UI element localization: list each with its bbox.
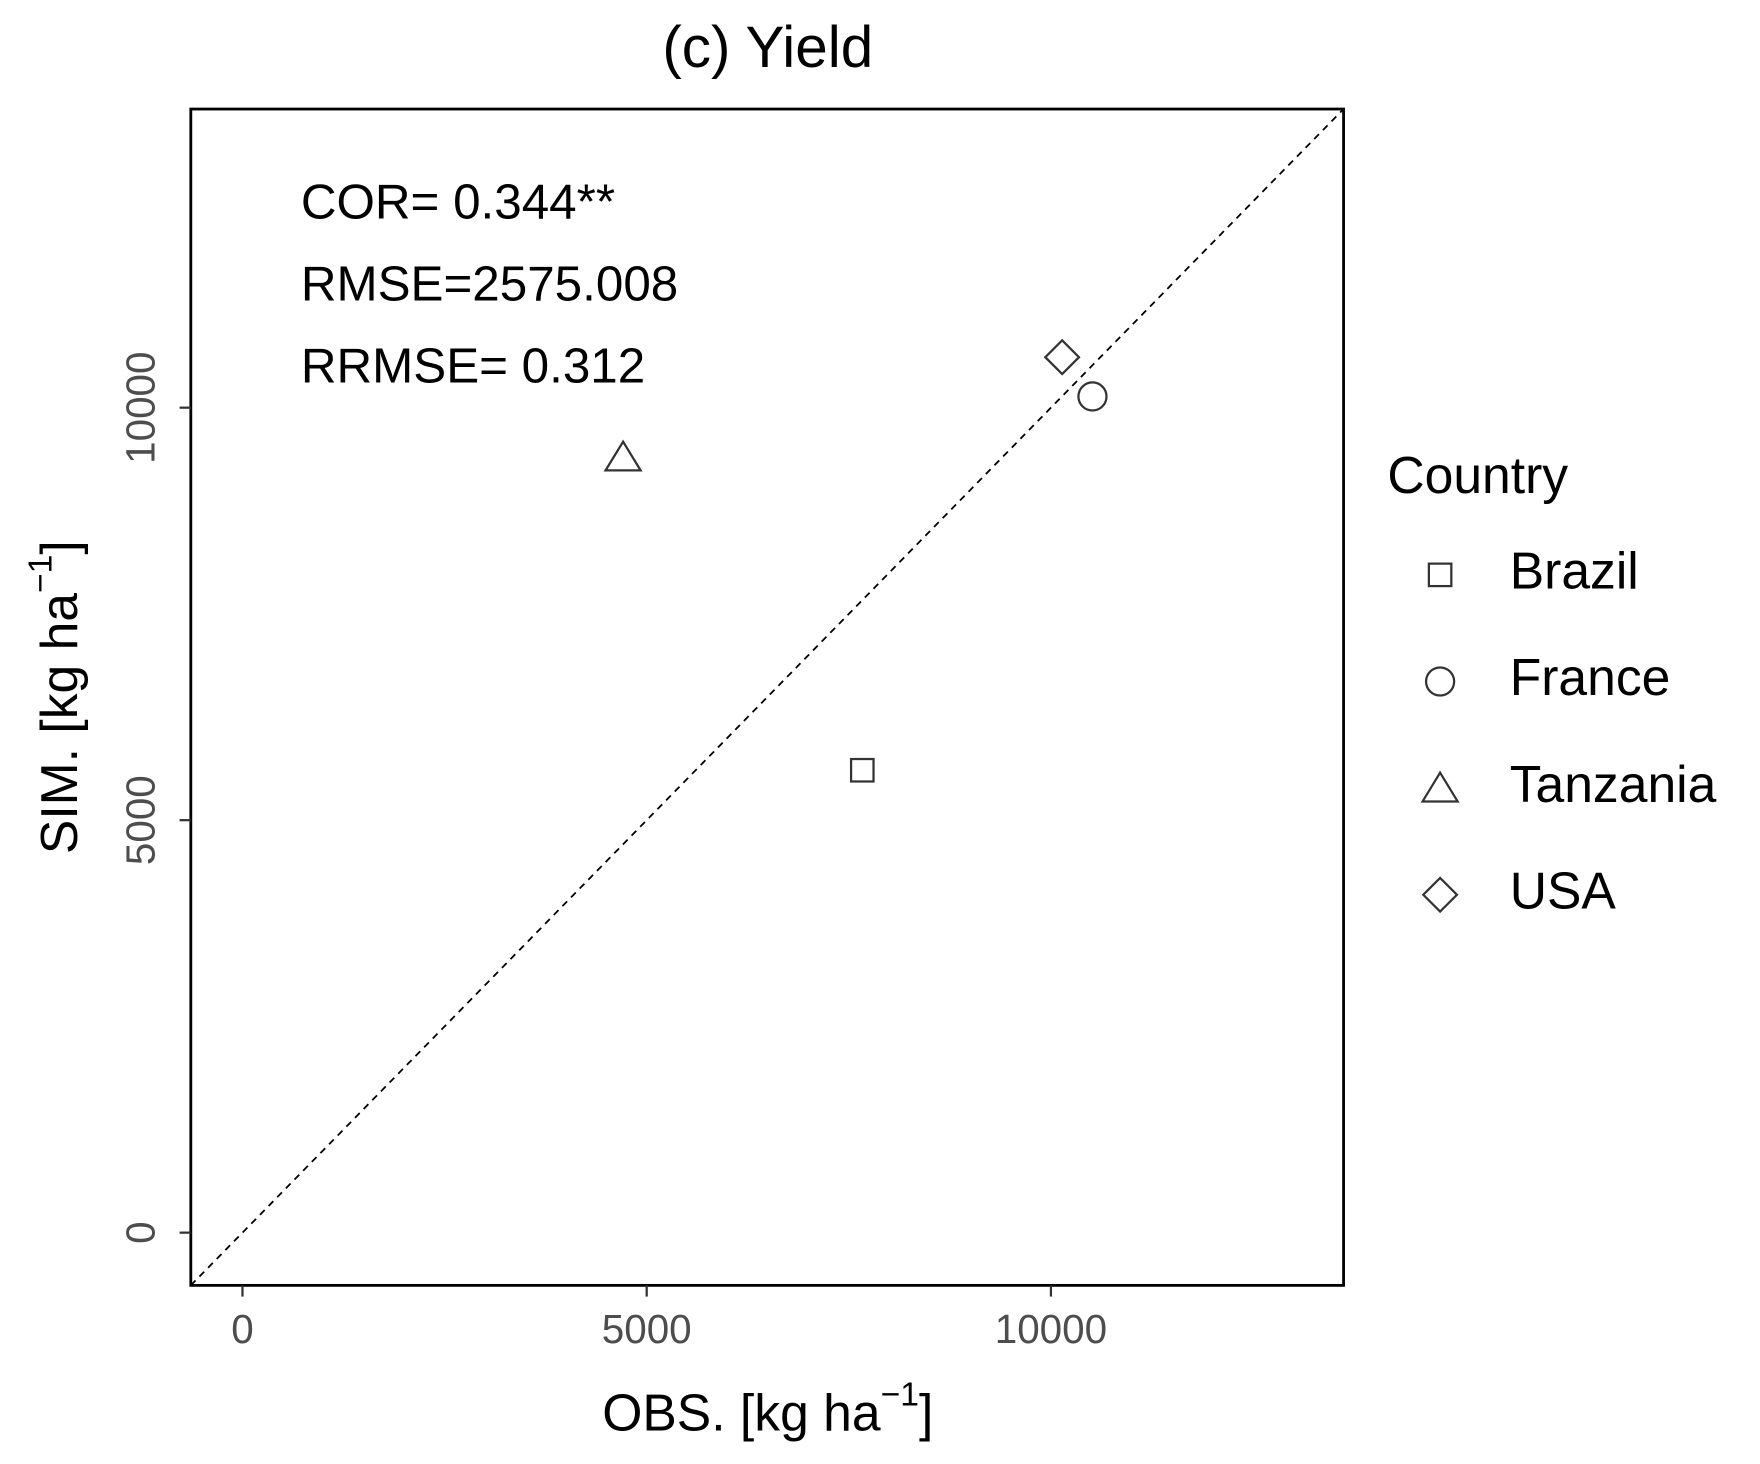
x-axis-title-sup: −1 <box>881 1376 919 1413</box>
marker <box>1077 381 1108 412</box>
y-axis-title-sup: −1 <box>23 555 60 593</box>
y-axis-title: SIM. [kg ha−1] <box>23 540 88 854</box>
y-tick-label: 10000 <box>117 352 163 464</box>
reference-line <box>190 108 1345 1286</box>
marker <box>1043 338 1081 376</box>
x-axis-title-end: ] <box>919 1383 933 1441</box>
y-tick-label: 0 <box>117 1221 163 1243</box>
annotation: COR= 0.344** <box>301 175 615 230</box>
legend-label: Tanzania <box>1510 755 1717 813</box>
x-axis-title: OBS. [kg ha−1] <box>602 1376 933 1441</box>
y-tick-label: 5000 <box>117 775 163 865</box>
legend-label: Brazil <box>1510 541 1639 599</box>
legend-label: France <box>1510 648 1671 706</box>
legend-title: Country <box>1387 446 1568 504</box>
legend-key <box>1420 770 1460 803</box>
legend-key <box>1424 666 1456 697</box>
marker <box>603 439 643 472</box>
annotation: RRMSE= 0.312 <box>301 338 645 393</box>
x-tick-label: 10000 <box>995 1306 1107 1352</box>
chart-title: (c) Yield <box>662 15 873 80</box>
legend-key <box>1421 876 1459 914</box>
y-axis-title-end: ] <box>29 540 87 554</box>
y-axis-title-text: SIM. [kg ha <box>29 593 87 854</box>
x-tick-label: 5000 <box>602 1306 692 1352</box>
x-tick-label: 0 <box>231 1306 253 1352</box>
annotation: RMSE=2575.008 <box>301 257 678 312</box>
legend-key <box>1427 562 1453 588</box>
marker <box>849 757 875 783</box>
x-axis-title-text: OBS. [kg ha <box>602 1383 881 1441</box>
legend-label: USA <box>1510 861 1617 919</box>
